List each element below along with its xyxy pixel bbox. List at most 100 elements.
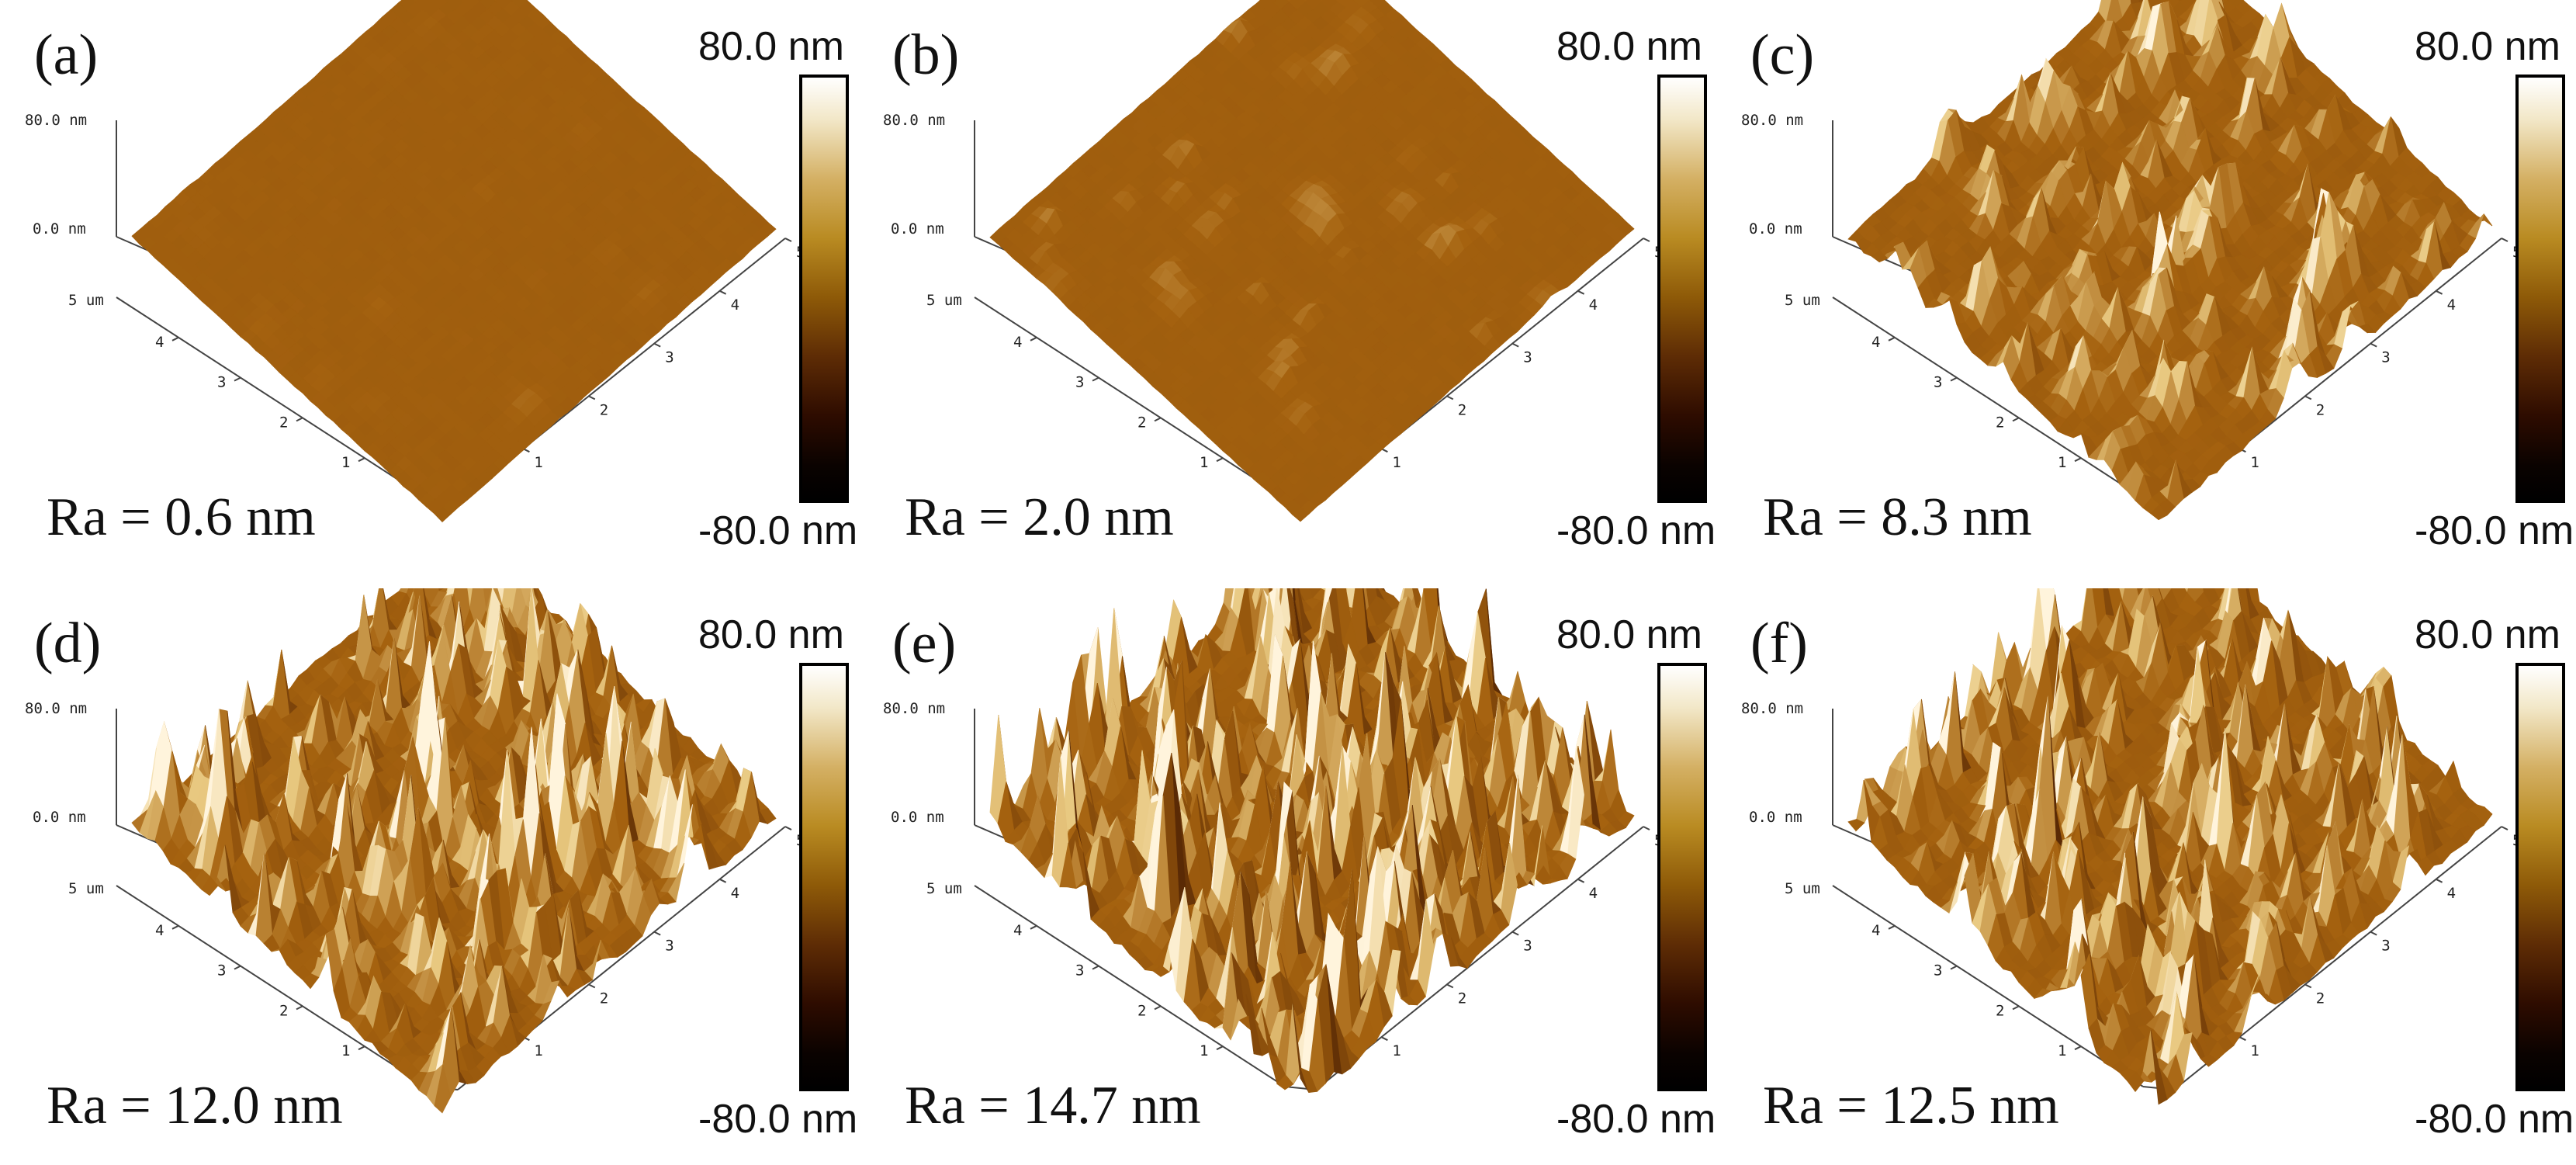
y-tick (1030, 336, 1037, 342)
x-tick-label: 3 (2381, 349, 2390, 366)
colorbar-max-label: 80.0 nm (1556, 24, 1702, 69)
colorbar-min-label: -80.0 nm (698, 508, 858, 553)
surface-facet (2301, 353, 2318, 379)
panel-label: (a) (34, 23, 99, 87)
surface-mesh (131, 588, 777, 1114)
surface-facet (2150, 504, 2168, 521)
y-tick-label: 4 (155, 334, 164, 351)
surface-mesh (1847, 0, 2493, 521)
y-tick (171, 336, 179, 342)
y-tick-label: 2 (279, 1002, 288, 1019)
x-tick-label: 3 (665, 938, 673, 955)
z-max-label: 80.0 nm (25, 700, 87, 717)
x-tick (1446, 395, 1454, 400)
surface-facet (1318, 0, 1324, 3)
colorbar-min-label: -80.0 nm (2415, 508, 2574, 553)
y-tick (1216, 457, 1224, 463)
z-zero-label: 0.0 nm (1749, 220, 1802, 238)
y-tick (234, 965, 241, 970)
x-tick (653, 342, 661, 348)
y-tick-label: 4 (155, 922, 164, 939)
surface-mesh (131, 0, 777, 522)
x-tick (1511, 342, 1519, 348)
panel-d: 80.0 nm0.0 nm5 um123412345 (d) Ra = 12.0… (0, 588, 858, 1163)
z-zero-label: 0.0 nm (33, 220, 86, 238)
surface-facet (1871, 251, 1889, 263)
x-tick-label: 1 (534, 1042, 542, 1059)
height-colorbar (799, 75, 849, 503)
surface-facet (1925, 298, 1943, 308)
x-tick (719, 878, 727, 883)
y-tick-label: 2 (1996, 414, 2004, 431)
x-tick-label: 1 (2250, 454, 2259, 471)
surface-facet (444, 0, 451, 3)
x-tick (1577, 290, 1585, 295)
x-tick-label: 3 (1523, 349, 1532, 366)
x-tick-label: 2 (600, 990, 608, 1007)
x-tick (2436, 290, 2443, 295)
surface-facet (460, 0, 466, 3)
y-tick (2012, 417, 2020, 422)
y-tick-label: 4 (1871, 334, 1880, 351)
x-tick (588, 395, 596, 400)
y-tick-label: 2 (279, 414, 288, 431)
y-tick (358, 1045, 365, 1051)
y-top-label: 5 um (68, 292, 104, 309)
y-tick (1092, 376, 1099, 382)
y-axis-line (116, 885, 428, 1087)
y-tick-label: 2 (1137, 414, 1146, 431)
y-tick (2074, 457, 2082, 463)
z-zero-label: 0.0 nm (33, 809, 86, 826)
y-tick-label: 1 (1200, 454, 1208, 471)
surface-facet (434, 507, 452, 522)
y-tick (296, 417, 303, 422)
surface-facet (2160, 0, 2167, 5)
x-tick (588, 983, 596, 989)
height-colorbar (2515, 75, 2565, 503)
y-top-label: 5 um (68, 880, 104, 897)
z-max-label: 80.0 nm (883, 112, 945, 129)
surface-facet (1335, 0, 1340, 3)
x-tick-label: 4 (2447, 296, 2456, 314)
surface-facet (2064, 431, 2083, 439)
x-tick-label: 2 (2316, 401, 2325, 418)
height-colorbar (1657, 75, 1707, 503)
y-top-label: 5 um (926, 292, 962, 309)
x-tick (1643, 238, 1650, 242)
x-tick-label: 2 (1458, 401, 1466, 418)
y-axis-line (1832, 296, 2144, 499)
surface-facet (466, 588, 473, 610)
x-tick-label: 3 (665, 349, 673, 366)
surface-plot-b: 80.0 nm0.0 nm5 um123412345 (883, 0, 1663, 522)
roughness-label: Ra = 8.3 nm (1763, 487, 2032, 547)
surface-plot-d: 80.0 nm0.0 nm5 um123412345 (25, 588, 805, 1114)
z-max-label: 80.0 nm (1741, 112, 1803, 129)
y-axis-line (116, 296, 428, 499)
surface-facet (428, 0, 435, 3)
y-tick (1950, 376, 1958, 382)
z-zero-label: 0.0 nm (891, 220, 944, 238)
x-tick (653, 931, 661, 936)
surface-facet (2358, 324, 2377, 334)
x-tick (2370, 342, 2377, 348)
y-tick (1154, 417, 1162, 422)
y-tick-label: 1 (2058, 454, 2066, 471)
z-max-label: 80.0 nm (25, 112, 87, 129)
panel-label: (c) (1750, 23, 1815, 87)
surface-facet (2088, 440, 2106, 460)
y-tick-label: 1 (341, 454, 350, 471)
panel-a: 80.0 nm0.0 nm5 um123412345 (a) Ra = 0.6 … (0, 0, 858, 574)
x-tick-label: 2 (600, 401, 608, 418)
x-tick (2501, 238, 2508, 242)
y-tick (296, 1005, 303, 1011)
roughness-label: Ra = 0.6 nm (47, 487, 316, 547)
surface-facet (1987, 348, 2005, 367)
y-axis-line (974, 296, 1286, 499)
panel-b: 80.0 nm0.0 nm5 um123412345 (b) Ra = 2.0 … (858, 0, 1716, 574)
x-tick-label: 4 (731, 885, 739, 902)
colorbar-max-label: 80.0 nm (2415, 24, 2560, 69)
y-tick-label: 3 (217, 962, 226, 980)
surface-facet (1286, 0, 1292, 3)
surface-facet (1292, 507, 1310, 522)
surface-facet (411, 0, 418, 3)
